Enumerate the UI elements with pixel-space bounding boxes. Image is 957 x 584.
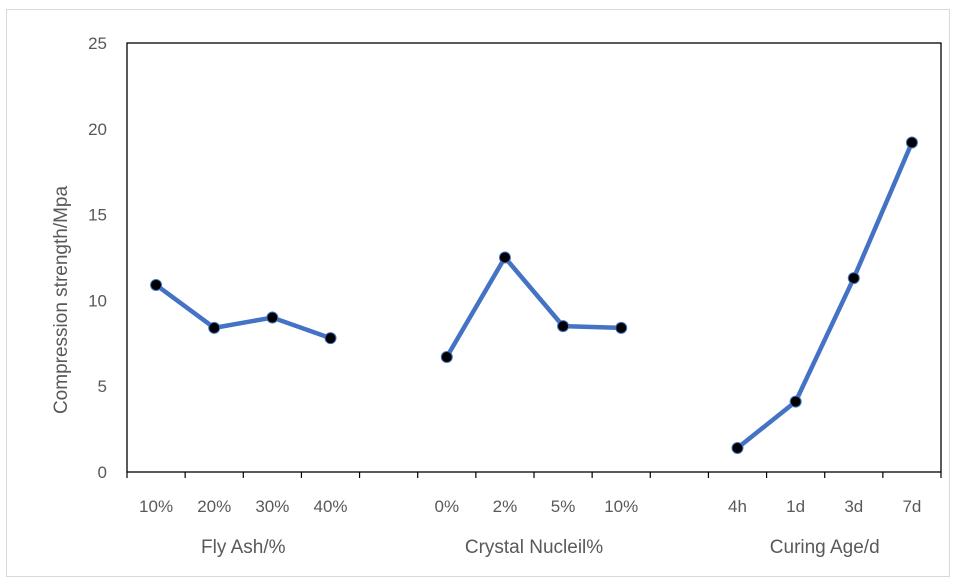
x-tick-label: 20% [197, 497, 231, 516]
data-point [150, 278, 163, 291]
plot-area-border [126, 42, 942, 473]
y-tick-label: 20 [88, 120, 107, 139]
data-point [905, 136, 918, 149]
data-point [208, 321, 221, 334]
x-tick-label: 5% [551, 497, 576, 516]
group-label: Curing Age/d [770, 537, 880, 558]
y-tick-label: 10 [88, 291, 107, 310]
x-tick-label: 0% [434, 497, 459, 516]
data-point [266, 311, 279, 324]
x-tick-label: 4h [728, 497, 747, 516]
x-tick-label: 1d [786, 497, 805, 516]
data-point [615, 321, 628, 334]
data-point [324, 332, 337, 345]
series-line [444, 255, 624, 360]
data-point [731, 441, 744, 454]
data-point [789, 395, 802, 408]
y-tick-label: 15 [88, 206, 107, 225]
x-tick-label: 40% [313, 497, 347, 516]
series-line [153, 282, 333, 341]
x-tick-label: 7d [902, 497, 921, 516]
y-tick-label: 5 [98, 377, 107, 396]
x-tick-label: 10% [139, 497, 173, 516]
data-point [557, 320, 570, 333]
y-tick-label: 0 [98, 463, 107, 482]
data-point [498, 251, 511, 264]
x-tick-label: 3d [844, 497, 863, 516]
data-point [847, 272, 860, 285]
x-tick-label: 30% [255, 497, 289, 516]
data-point [440, 351, 453, 364]
x-tick-label: 10% [604, 497, 638, 516]
y-axis-title: Compression strength/Mpa [51, 186, 72, 415]
x-tick-label: 2% [493, 497, 518, 516]
series-line [735, 140, 915, 451]
group-label: Fly Ash/% [201, 537, 286, 558]
y-tick-label: 25 [88, 34, 107, 53]
group-label: Crystal Nucleil% [465, 537, 603, 558]
